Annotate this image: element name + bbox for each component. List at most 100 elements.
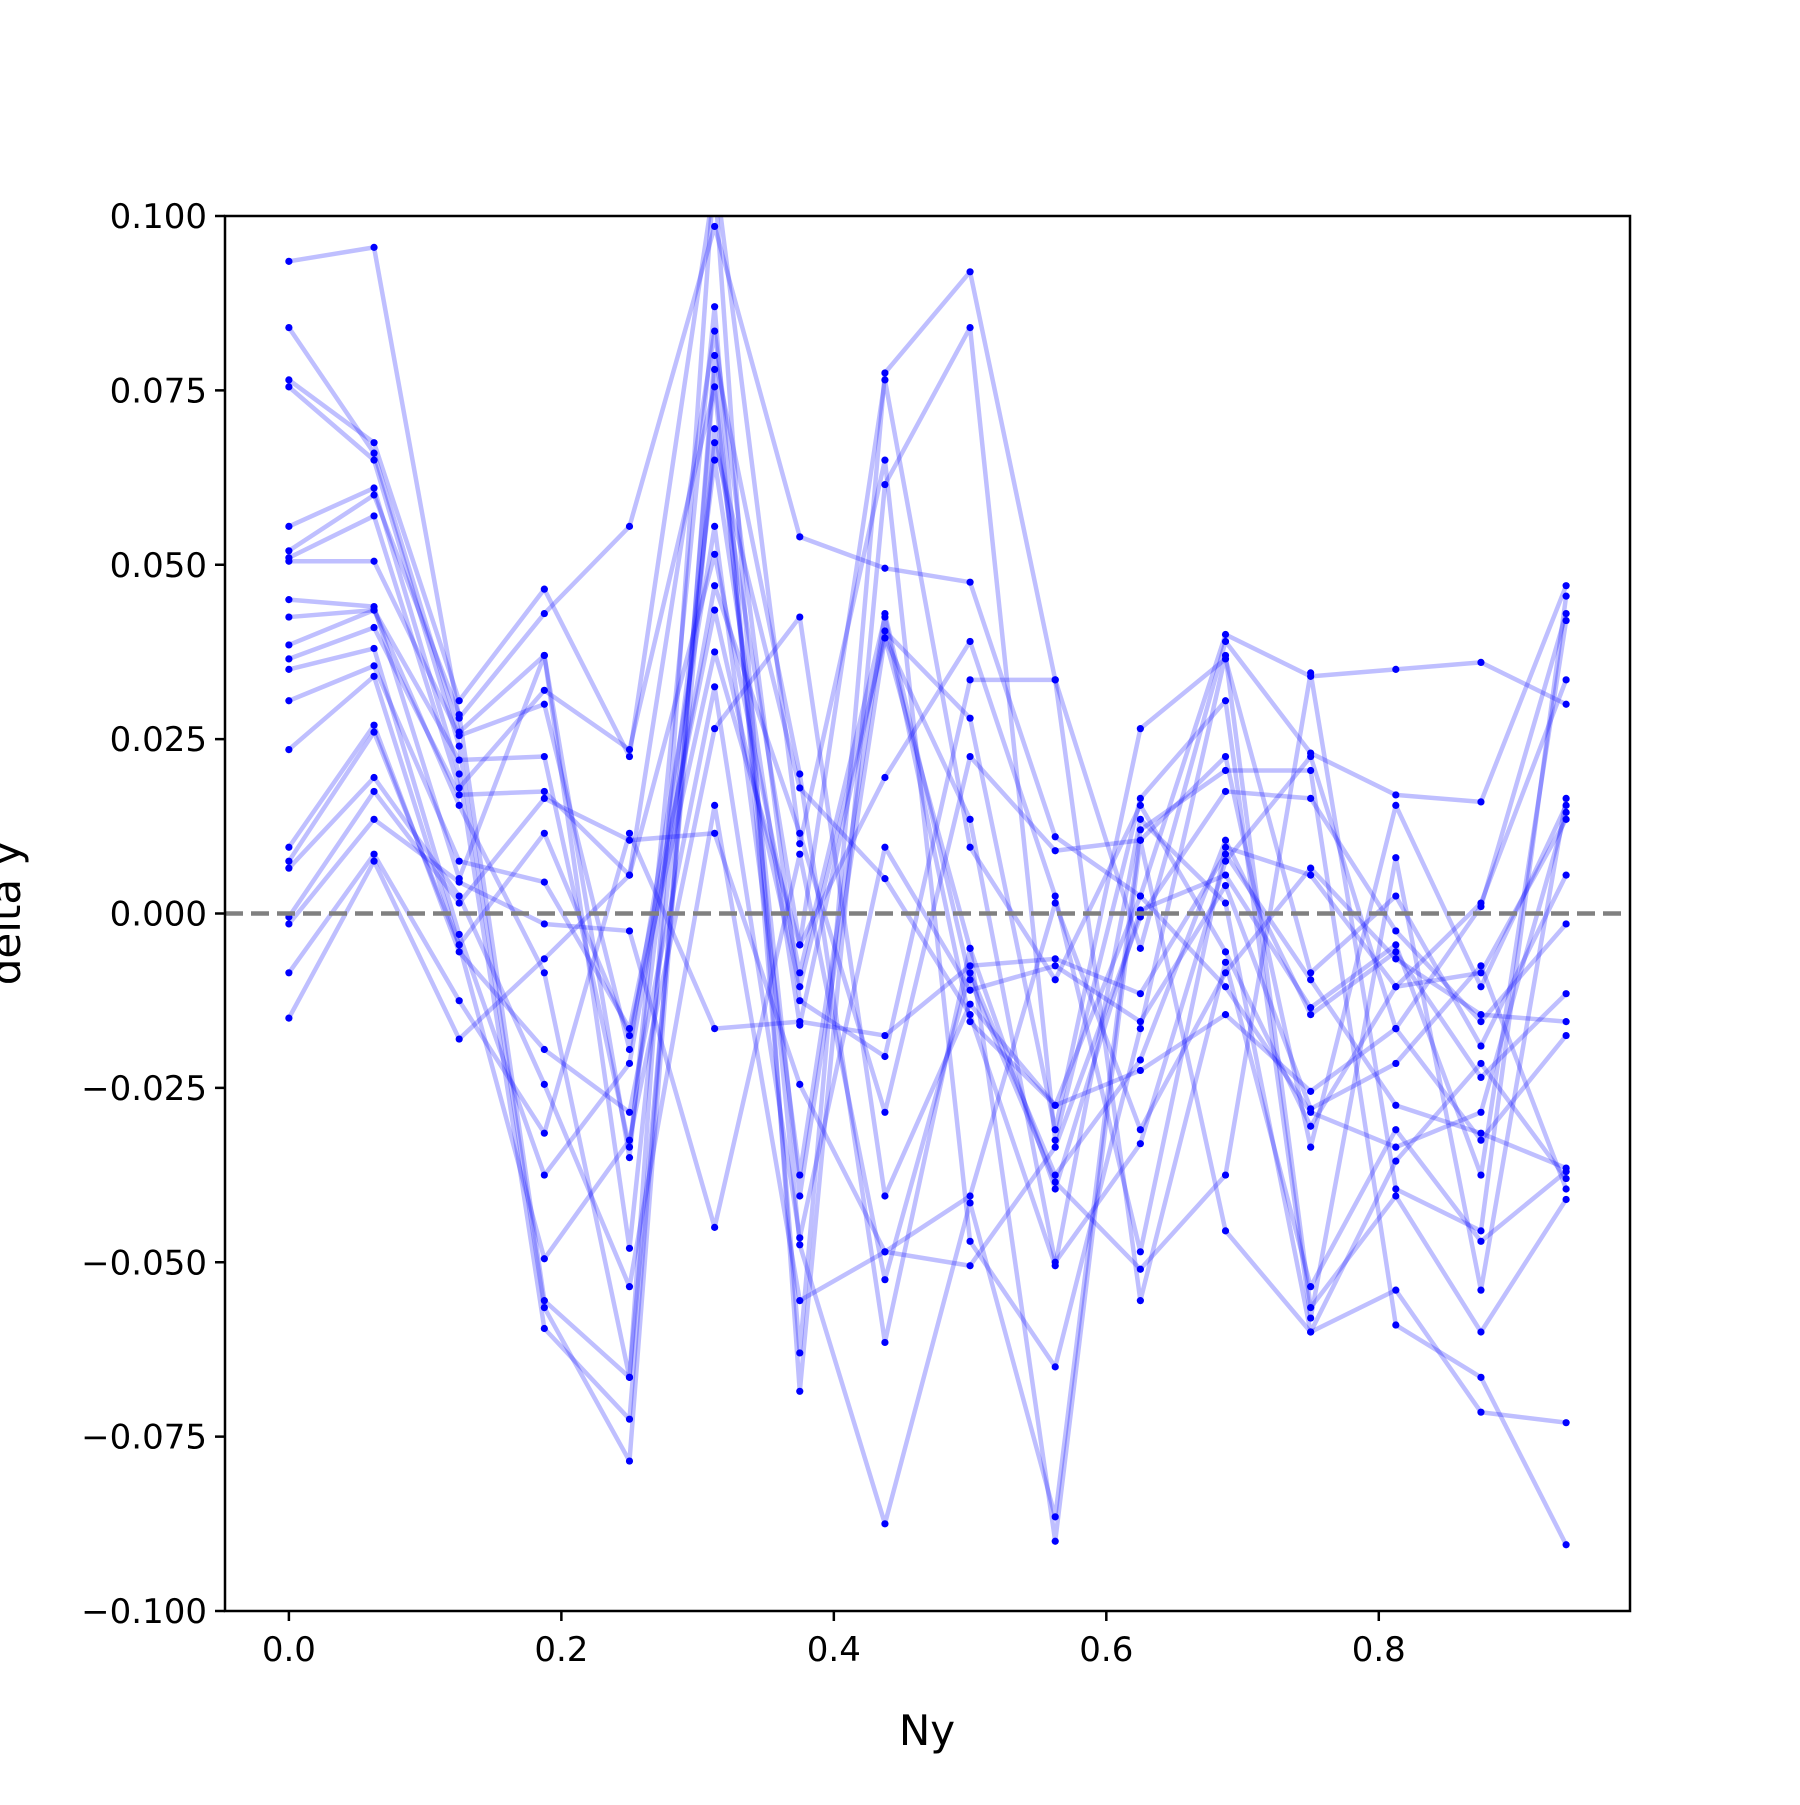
data-point xyxy=(1392,941,1400,949)
data-point xyxy=(1136,892,1144,900)
data-point xyxy=(455,941,463,949)
data-point xyxy=(285,522,293,530)
data-point xyxy=(796,829,804,837)
data-point xyxy=(966,578,974,586)
data-point xyxy=(1477,1373,1485,1381)
data-point xyxy=(1051,1136,1059,1144)
data-point xyxy=(370,491,378,499)
data-point xyxy=(540,955,548,963)
data-point xyxy=(1221,899,1230,907)
data-point xyxy=(796,1387,804,1395)
data-point xyxy=(1392,1185,1400,1193)
data-point xyxy=(540,585,548,593)
series-line-13 xyxy=(288,583,1569,1178)
data-point xyxy=(966,962,974,970)
data-point xyxy=(1221,948,1230,956)
data-point xyxy=(370,623,378,632)
data-point xyxy=(966,969,974,977)
data-point xyxy=(1221,752,1230,761)
data-point xyxy=(1307,669,1315,677)
data-point xyxy=(370,644,378,653)
data-point xyxy=(881,1276,889,1284)
data-point xyxy=(881,376,889,384)
data-point xyxy=(1562,1164,1570,1172)
data-point xyxy=(711,222,719,231)
data-point xyxy=(796,997,804,1005)
data-point xyxy=(1392,1143,1400,1151)
data-point xyxy=(881,1248,889,1256)
y-tick-label: −0.025 xyxy=(81,1069,207,1109)
y-tick-label: −0.100 xyxy=(81,1592,207,1632)
data-point xyxy=(1221,969,1230,977)
data-point xyxy=(625,1136,634,1144)
data-point xyxy=(455,697,463,705)
data-point xyxy=(285,843,293,851)
data-point xyxy=(285,547,293,555)
data-point xyxy=(455,742,463,750)
x-axis-label: Ny xyxy=(899,1706,955,1755)
data-point xyxy=(1051,1171,1059,1179)
data-point xyxy=(1562,582,1570,590)
data-point xyxy=(1562,1174,1570,1183)
data-point xyxy=(625,1373,634,1381)
data-point xyxy=(370,662,378,670)
data-point xyxy=(1221,857,1230,865)
data-point xyxy=(1562,1541,1570,1549)
data-point xyxy=(285,697,293,705)
data-point xyxy=(455,1035,463,1043)
series-line-4 xyxy=(287,353,1567,1544)
data-point xyxy=(625,1024,634,1033)
data-point xyxy=(1562,794,1570,803)
data-point xyxy=(1392,1157,1400,1165)
data-point xyxy=(711,351,719,360)
data-point xyxy=(1392,665,1400,673)
data-point xyxy=(1307,1087,1315,1095)
data-point xyxy=(370,672,378,680)
data-point xyxy=(966,324,974,332)
data-point xyxy=(370,484,378,492)
data-point xyxy=(1051,1262,1059,1270)
data-point xyxy=(966,843,974,851)
data-point xyxy=(711,383,719,391)
data-point xyxy=(1562,1185,1570,1193)
data-point xyxy=(711,425,719,433)
data-point xyxy=(1307,871,1315,879)
series-line-12 xyxy=(288,328,1568,1303)
data-point xyxy=(881,613,889,621)
data-point xyxy=(1051,962,1059,970)
data-point xyxy=(1051,1178,1059,1186)
data-point xyxy=(1136,1126,1144,1134)
data-point xyxy=(1307,752,1315,761)
data-point xyxy=(625,1045,634,1054)
series-line-6 xyxy=(287,216,1569,1380)
data-point xyxy=(285,745,293,754)
data-point xyxy=(881,1108,889,1116)
data-point xyxy=(711,365,719,374)
data-point xyxy=(881,843,889,851)
data-point xyxy=(1136,990,1144,998)
data-point xyxy=(370,439,378,447)
data-point xyxy=(1392,955,1400,963)
data-point xyxy=(1477,1073,1485,1082)
data-point xyxy=(1562,920,1570,928)
series-line-16 xyxy=(287,684,1569,1241)
data-point xyxy=(881,627,889,635)
y-tick-label: 0.050 xyxy=(110,546,207,586)
data-point xyxy=(1477,1108,1485,1116)
data-point xyxy=(1562,1419,1570,1427)
data-point xyxy=(370,787,378,796)
series-line-9 xyxy=(288,440,1568,1335)
data-point xyxy=(1221,1171,1230,1179)
x-tick-label: 0.4 xyxy=(807,1630,861,1670)
data-point xyxy=(455,997,463,1005)
data-point xyxy=(1221,766,1230,775)
data-point xyxy=(1051,833,1059,841)
data-point xyxy=(881,456,889,464)
x-tick-label: 0.0 xyxy=(262,1630,316,1670)
data-point xyxy=(1392,854,1400,862)
data-point xyxy=(711,456,719,464)
data-point xyxy=(796,1349,804,1357)
series-line-5 xyxy=(287,367,1569,1546)
data-point xyxy=(711,327,719,335)
